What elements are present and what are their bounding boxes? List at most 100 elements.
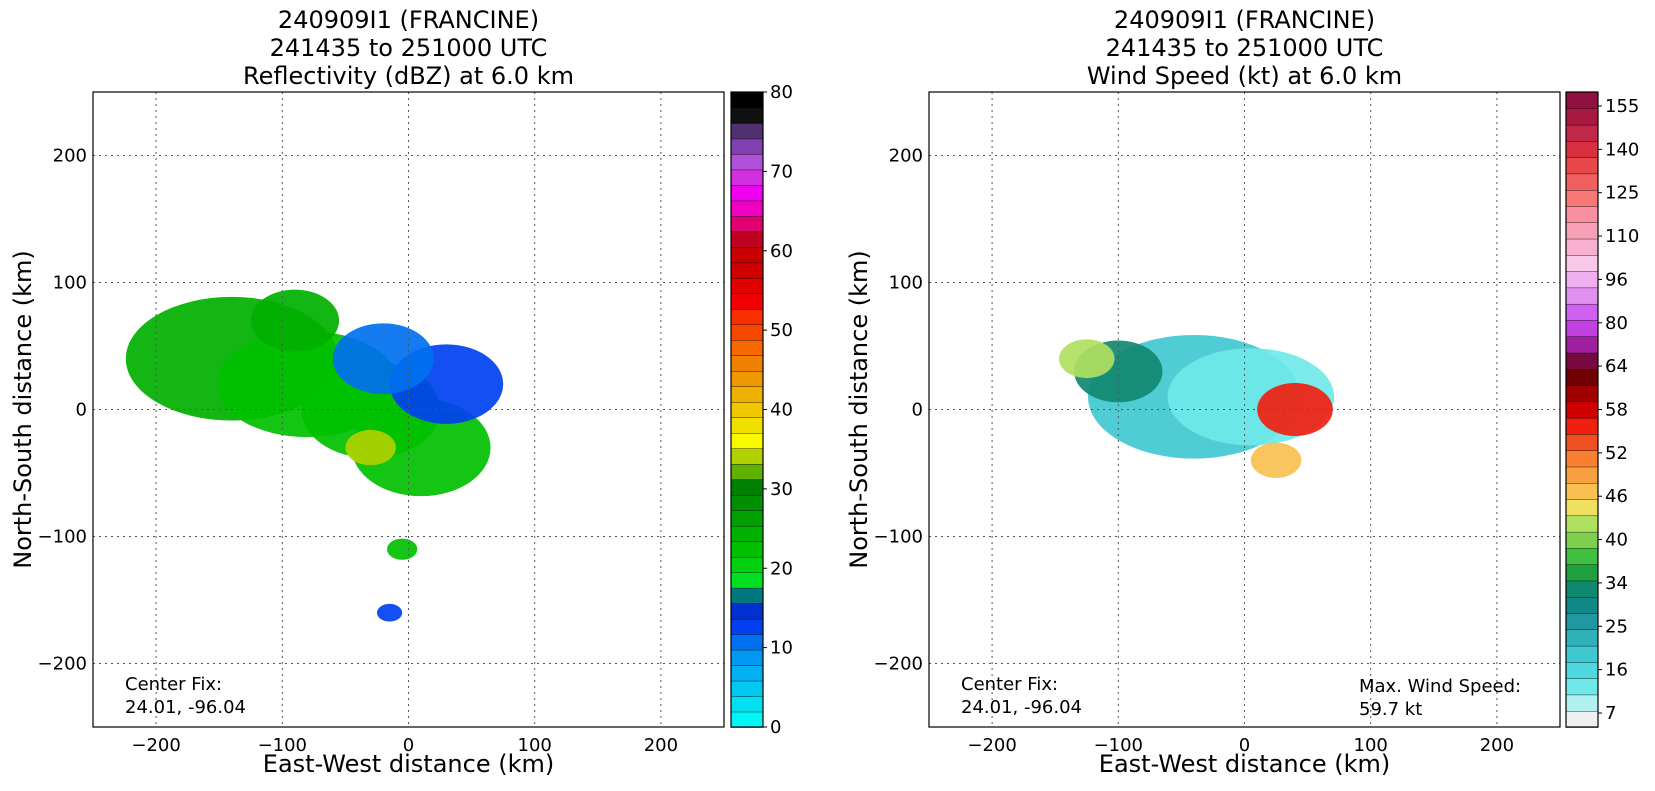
colorbar-segment — [730, 138, 764, 155]
colorbar-tick-label: 96 — [1605, 269, 1628, 290]
colorbar-segment — [1565, 645, 1599, 663]
colorbar-segment — [1565, 303, 1599, 321]
reflectivity-echo-5 — [332, 323, 434, 395]
chart-title-line-2: Reflectivity (dBZ) at 6.0 km — [243, 62, 574, 90]
colorbar-segment — [730, 200, 764, 217]
colorbar-segment — [730, 556, 764, 573]
reflectivity-panel: 240909I1 (FRANCINE)241435 to 251000 UTCR… — [9, 6, 793, 778]
colorbar-segment — [730, 602, 764, 620]
colorbar-segment — [730, 540, 764, 558]
x-tick-label: 0 — [1239, 735, 1250, 756]
colorbar-tick-label: 40 — [770, 400, 793, 421]
colorbar-segment — [730, 618, 764, 635]
x-tick-label: 100 — [1354, 735, 1388, 756]
plot-frame — [928, 91, 1561, 728]
reflectivity-echo-7 — [387, 538, 418, 560]
colorbar-segment — [730, 355, 764, 372]
y-axis-label: North-South distance (km) — [9, 250, 37, 569]
colorbar-segment — [1565, 222, 1599, 240]
colorbar-segment — [730, 246, 764, 264]
colorbar-segment — [730, 370, 764, 387]
reflectivity-echo-9 — [345, 429, 396, 466]
chart-title-line-2: Wind Speed (kt) at 6.0 km — [1087, 62, 1402, 90]
colorbar-segment — [730, 448, 764, 465]
x-axis-label: East-West distance (km) — [263, 750, 554, 778]
colorbar-segment — [730, 231, 764, 248]
x-axis-label: East-West distance (km) — [1099, 750, 1390, 778]
colorbar-tick-label: 40 — [1605, 530, 1628, 551]
colorbar-segment — [1565, 319, 1599, 337]
center-fix-label: Center Fix: — [125, 674, 222, 695]
y-tick-label: 200 — [889, 146, 923, 167]
colorbar-tick-label: 7 — [1605, 703, 1616, 724]
colorbar-segment — [1565, 124, 1599, 142]
x-tick-label: −100 — [258, 735, 307, 756]
colorbar-segment — [730, 169, 764, 186]
x-tick-label: 200 — [644, 735, 678, 756]
x-tick-label: −200 — [967, 735, 1016, 756]
x-tick-label: 100 — [518, 735, 552, 756]
colorbar-segment — [730, 153, 764, 171]
wind-speed-region-5 — [1250, 442, 1302, 478]
colorbar-segment — [730, 649, 764, 666]
colorbar-tick-label: 140 — [1605, 139, 1639, 160]
y-tick-label: 200 — [53, 146, 87, 167]
chart-title-line-0: 240909I1 (FRANCINE) — [278, 6, 539, 34]
max-wind-label: Max. Wind Speed: — [1359, 676, 1521, 697]
colorbar-segment — [730, 587, 764, 604]
colorbar-segment — [1565, 352, 1599, 370]
colorbar-tick-label: 10 — [770, 638, 793, 659]
colorbar-segment — [730, 509, 764, 527]
colorbar-tick-label: 110 — [1605, 226, 1639, 247]
colorbar-tick-label: 64 — [1605, 356, 1628, 377]
center-fix-value: 24.01, -96.04 — [961, 697, 1082, 718]
colorbar-segment — [730, 184, 764, 202]
colorbar-segment — [1565, 531, 1599, 549]
reflectivity-echo-6 — [250, 289, 340, 352]
colorbar-tick-label: 20 — [770, 558, 793, 579]
colorbar-segment — [730, 107, 764, 124]
colorbar-segment — [730, 91, 764, 109]
chart-title-line-1: 241435 to 251000 UTC — [270, 34, 548, 62]
colorbar-segment — [1565, 336, 1599, 354]
colorbar-segment — [1565, 384, 1599, 403]
colorbar-segment — [730, 417, 764, 434]
colorbar-tick-label: 46 — [1605, 486, 1628, 507]
colorbar-segment — [730, 478, 764, 496]
colorbar-segment — [730, 664, 764, 682]
colorbar-segment — [730, 463, 764, 480]
colorbar-segment — [1565, 710, 1599, 728]
y-tick-label: −100 — [38, 527, 87, 548]
colorbar-segment — [1565, 368, 1599, 386]
chart-title-line-0: 240909I1 (FRANCINE) — [1114, 6, 1375, 34]
colorbar-segment — [730, 308, 764, 326]
colorbar-segment — [1565, 612, 1599, 631]
y-tick-label: 100 — [889, 273, 923, 294]
colorbar-segment — [730, 571, 764, 589]
colorbar-segment — [730, 494, 764, 511]
colorbar-segment — [1565, 140, 1599, 158]
reflectivity-echo-3 — [351, 399, 491, 497]
colorbar-segment — [730, 324, 764, 341]
colorbar-segment — [1565, 466, 1599, 484]
colorbar-segment — [730, 633, 764, 651]
colorbar-segment — [730, 277, 764, 295]
colorbar-segment — [1565, 205, 1599, 223]
colorbar-tick-label: 155 — [1605, 96, 1639, 117]
colorbar-segment — [1565, 563, 1599, 582]
y-tick-label: −100 — [874, 527, 923, 548]
colorbar-segment — [730, 262, 764, 279]
colorbar-segment — [730, 711, 764, 728]
colorbar-segment — [730, 339, 764, 356]
reflectivity-echo-8 — [376, 603, 403, 622]
colorbar-tick-label: 34 — [1605, 573, 1628, 594]
y-tick-label: 100 — [53, 273, 87, 294]
colorbar-segment — [1565, 91, 1599, 109]
y-axis-label: North-South distance (km) — [845, 250, 873, 569]
y-tick-label: 0 — [76, 400, 87, 421]
colorbar-segment — [1565, 238, 1599, 256]
colorbar-segment — [1565, 254, 1599, 272]
colorbar-segment — [1565, 173, 1599, 191]
colorbar-segment — [730, 122, 764, 140]
